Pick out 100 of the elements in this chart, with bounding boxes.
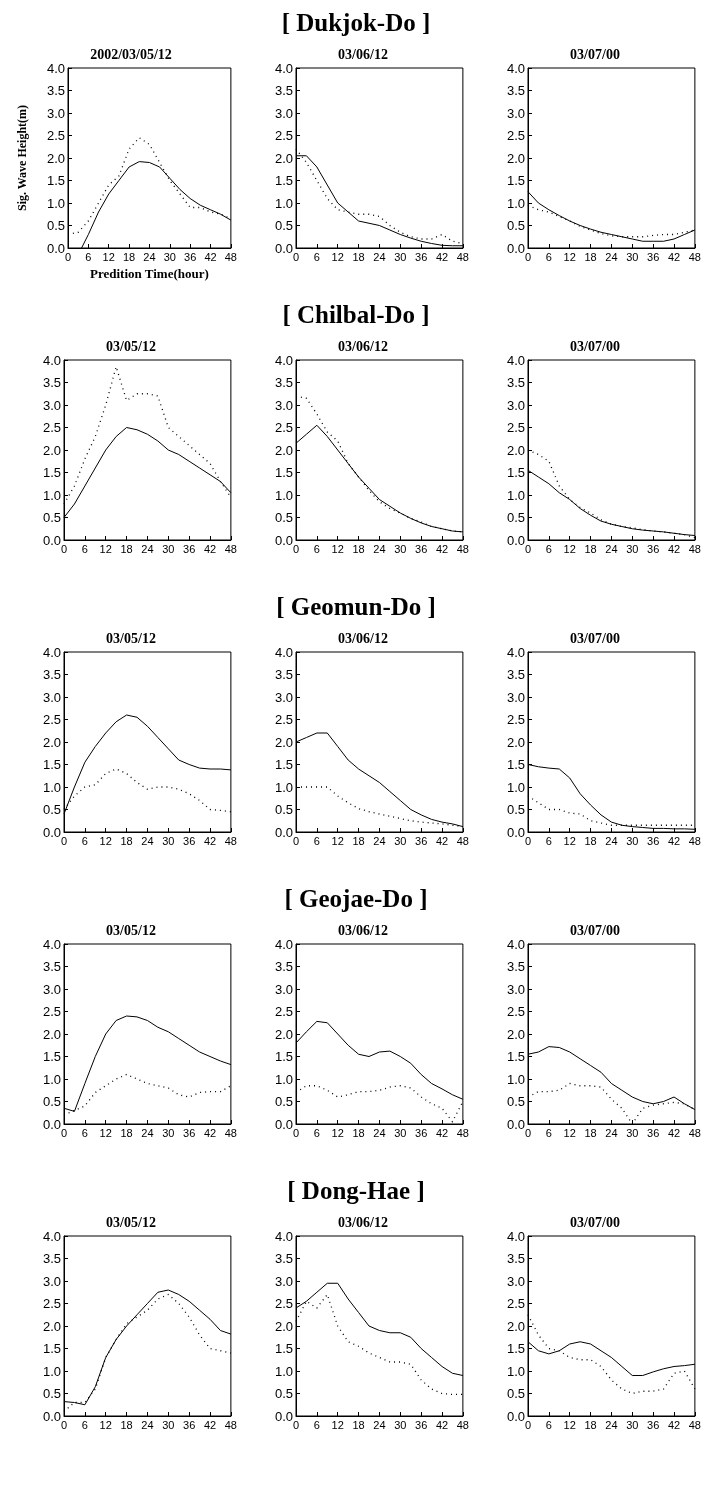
- x-tick-label: 30: [394, 1126, 407, 1139]
- y-tick-label: 2.5: [274, 1296, 293, 1311]
- y-tick-label: 3.0: [42, 397, 61, 413]
- x-tick-label: 18: [120, 834, 133, 847]
- y-tick-label: 3.0: [274, 397, 293, 413]
- y-tick-label: 1.5: [42, 465, 61, 480]
- x-tick-label: 18: [352, 250, 365, 263]
- y-tick-label: 0.5: [46, 218, 65, 233]
- y-tick-label: 0.5: [274, 1386, 293, 1401]
- y-tick-label: 0.5: [42, 802, 61, 817]
- x-tick-label: 0: [60, 834, 68, 847]
- y-tick-label: 4.0: [506, 936, 525, 952]
- x-tick-label: 42: [204, 250, 217, 263]
- y-tick-label: 1.0: [506, 1071, 525, 1087]
- x-tick-label: 30: [626, 250, 639, 263]
- x-tick-label: 24: [605, 542, 618, 555]
- x-tick-label: 6: [545, 1126, 552, 1139]
- x-tick-label: 6: [313, 542, 320, 555]
- text: [ Chilbal-Do ]: [282, 301, 430, 328]
- y-tick-label: 0.0: [42, 824, 61, 840]
- x-tick-label: 0: [292, 542, 300, 555]
- y-tick-label: 0.0: [274, 824, 293, 840]
- x-tick-label: 24: [141, 834, 154, 847]
- y-tick-label: 1.5: [46, 173, 65, 188]
- x-tick-label: 30: [162, 1126, 175, 1139]
- y-tick-label: 1.5: [274, 173, 293, 188]
- y-tick-label: 0.0: [506, 824, 525, 840]
- y-tick-label: 4.0: [506, 352, 525, 368]
- y-tick-label: 2.0: [506, 442, 525, 458]
- y-tick-label: 3.5: [274, 667, 293, 682]
- x-tick-label: 42: [435, 1126, 449, 1139]
- x-tick-label: 24: [373, 542, 386, 555]
- y-tick-label: 0.0: [42, 1408, 61, 1424]
- x-tick-label: 48: [688, 1418, 702, 1431]
- y-tick-label: 0.5: [42, 510, 61, 525]
- y-tick-label: 2.0: [506, 150, 525, 166]
- y-tick-label: 4.0: [42, 1228, 61, 1244]
- y-tick-label: 0.5: [506, 1386, 525, 1401]
- x-tick-label: 12: [99, 1126, 112, 1139]
- y-tick-label: 0.0: [506, 1116, 525, 1132]
- x-tick-label: 30: [626, 1126, 639, 1139]
- chart-title: 03/07/00: [570, 922, 620, 938]
- y-tick-label: 3.0: [46, 105, 65, 121]
- y-tick-label: 0.5: [42, 1094, 61, 1109]
- x-tick-label: 36: [647, 250, 660, 263]
- y-tick-label: 1.0: [42, 1071, 61, 1087]
- y-tick-label: 2.5: [506, 1296, 525, 1311]
- x-tick-label: 30: [626, 542, 639, 555]
- x-tick-label: 30: [162, 1418, 175, 1431]
- y-tick-label: 2.0: [42, 1318, 61, 1334]
- y-tick-label: 1.0: [46, 195, 65, 211]
- y-tick-label: 2.0: [42, 734, 61, 750]
- x-tick-label: 0: [524, 542, 532, 555]
- text: [ Dong-Hae ]: [287, 1177, 425, 1204]
- x-tick-label: 30: [626, 834, 639, 847]
- y-tick-label: 3.5: [274, 959, 293, 974]
- y-tick-label: 2.0: [42, 1026, 61, 1042]
- x-tick-label: 6: [313, 1418, 320, 1431]
- x-tick-label: 24: [373, 1126, 386, 1139]
- x-tick-label: 12: [331, 1418, 344, 1431]
- x-tick-label: 12: [102, 250, 115, 263]
- x-tick-label: 18: [122, 250, 136, 263]
- x-tick-label: 0: [292, 250, 300, 263]
- y-tick-label: 3.0: [274, 1273, 293, 1289]
- x-tick-label: 6: [313, 250, 320, 263]
- y-tick-label: 2.5: [506, 420, 525, 435]
- y-tick-label: 3.0: [42, 689, 61, 705]
- x-tick-label: 24: [373, 834, 386, 847]
- x-tick-label: 0: [60, 542, 68, 555]
- y-tick-label: 1.5: [274, 465, 293, 480]
- y-tick-label: 2.5: [506, 128, 525, 143]
- x-tick-label: 36: [184, 250, 197, 263]
- x-tick-label: 0: [524, 250, 532, 263]
- chart-title: 03/07/00: [570, 630, 620, 646]
- y-tick-label: 2.5: [274, 712, 293, 727]
- x-tick-label: 42: [435, 834, 449, 847]
- y-tick-label: 2.5: [42, 712, 61, 727]
- y-tick-label: 1.5: [506, 465, 525, 480]
- y-tick-label: 2.0: [506, 1318, 525, 1334]
- x-tick-label: 30: [394, 542, 407, 555]
- x-tick-label: 6: [81, 834, 88, 847]
- x-tick-label: 36: [647, 1418, 660, 1431]
- x-tick-label: 42: [667, 250, 681, 263]
- x-tick-label: 12: [563, 542, 576, 555]
- x-tick-label: 48: [688, 834, 702, 847]
- chart-title: 03/07/00: [570, 1214, 620, 1230]
- y-tick-label: 1.0: [42, 779, 61, 795]
- x-tick-label: 42: [203, 1126, 217, 1139]
- chart-title: 03/06/12: [338, 1214, 388, 1230]
- x-tick-label: 6: [545, 542, 552, 555]
- y-tick-label: 4.0: [274, 60, 293, 76]
- y-tick-label: 1.0: [506, 779, 525, 795]
- x-tick-label: 30: [394, 1418, 407, 1431]
- y-tick-label: 1.0: [274, 1363, 293, 1379]
- y-tick-label: 3.0: [274, 689, 293, 705]
- x-tick-label: 6: [81, 1418, 88, 1431]
- y-tick-label: 3.0: [506, 105, 525, 121]
- x-tick-label: 24: [373, 250, 386, 263]
- x-tick-label: 0: [64, 250, 72, 263]
- y-tick-label: 1.5: [506, 1049, 525, 1064]
